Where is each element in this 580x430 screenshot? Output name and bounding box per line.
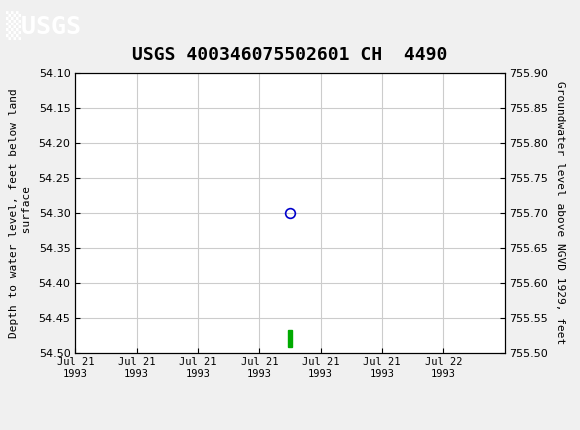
Y-axis label: Depth to water level, feet below land
 surface: Depth to water level, feet below land su… [9, 88, 32, 338]
Text: USGS 400346075502601 CH  4490: USGS 400346075502601 CH 4490 [132, 46, 448, 64]
Y-axis label: Groundwater level above NGVD 1929, feet: Groundwater level above NGVD 1929, feet [555, 81, 566, 344]
Text: ▒USGS: ▒USGS [6, 11, 81, 40]
Bar [288, 330, 292, 347]
